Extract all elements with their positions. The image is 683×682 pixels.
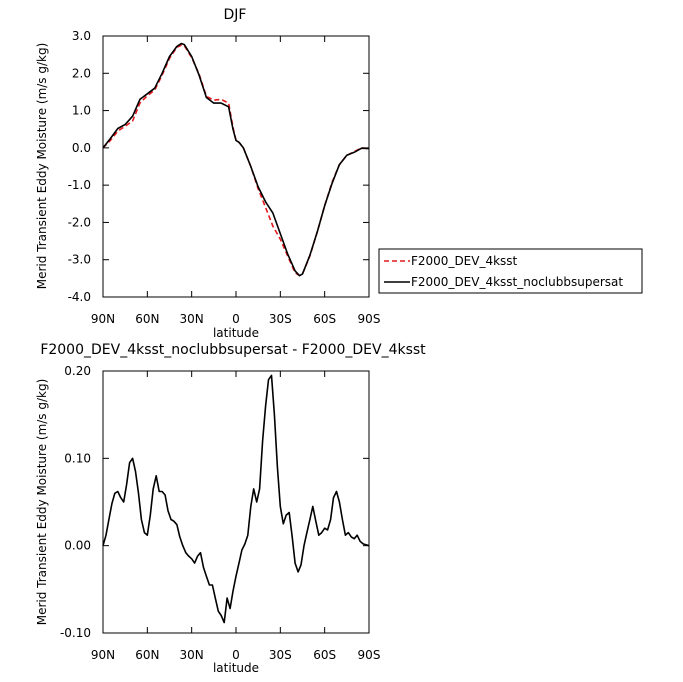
chart-top-ytick-label: -3.0 (68, 253, 91, 267)
chart-bottom: F2000_DEV_4ksst_noclubbsupersat - F2000_… (35, 342, 426, 675)
chart-top-xtick-label: 60S (313, 312, 336, 326)
chart-bottom-ylabel: Merid Transient Eddy Moisture (m/s g/kg) (35, 379, 49, 626)
chart-top-xlabel: latitude (213, 326, 259, 340)
legend: F2000_DEV_4ksst F2000_DEV_4ksst_noclubbs… (378, 248, 643, 294)
chart-top-ytick-label: -1.0 (68, 178, 91, 192)
chart-bottom-xtick-label: 60N (135, 648, 159, 662)
chart-bottom-xlabel: latitude (213, 661, 259, 675)
chart-top: DJF 90N 60N 30N 0 30S 60S 90S 3.0 2.0 1.0 0.0 -1.0 -… (35, 7, 380, 340)
legend-label-noclubbsupersat: F2000_DEV_4ksst_noclubbsupersat (411, 275, 623, 289)
chart-bottom-title: F2000_DEV_4ksst_noclubbsupersat - F2000_… (40, 342, 426, 358)
chart-top-ytick-label: 1.0 (72, 104, 91, 118)
chart-top-xtick-label: 30S (269, 312, 292, 326)
chart-top-series-line-1 (102, 42, 370, 277)
chart-bottom-xtick-label: 30S (269, 648, 292, 662)
chart-bottom-xtick-label: 0 (232, 648, 240, 662)
chart-top-xtick-label: 90S (358, 312, 381, 326)
chart-top-ytick-label: 2.0 (72, 66, 91, 80)
chart-bottom-series-line-0 (102, 374, 370, 624)
chart-top-ylabel: Merid Transient Eddy Moisture (m/s g/kg) (35, 43, 49, 290)
chart-top-series-line-0 (102, 44, 370, 277)
chart-bottom-ytick-label: 0.00 (64, 539, 91, 553)
chart-bottom-xtick-label: 90S (358, 648, 381, 662)
chart-top-ytick-label: 0.0 (72, 141, 91, 155)
chart-top-xtick-label: 60N (135, 312, 159, 326)
chart-bottom-xtick-label: 30N (180, 648, 204, 662)
chart-top-ytick-label: -4.0 (68, 290, 91, 304)
chart-top-ytick-label: 3.0 (72, 29, 91, 43)
chart-bottom-xtick-label: 90N (91, 648, 115, 662)
chart-top-xtick-label: 30N (180, 312, 204, 326)
chart-top-xtick-label: 90N (91, 312, 115, 326)
chart-bottom-ytick-label: 0.20 (64, 364, 91, 378)
chart-bottom-frame (102, 370, 370, 634)
legend-label-4ksst: F2000_DEV_4ksst (411, 254, 518, 268)
legend-box (378, 248, 643, 294)
chart-bottom-ytick-label: -0.10 (60, 626, 91, 640)
chart-top-frame (102, 35, 370, 298)
chart-top-ytick-label: -2.0 (68, 215, 91, 229)
chart-bottom-ytick-label: 0.10 (64, 451, 91, 465)
chart-top-xtick-label: 0 (232, 312, 240, 326)
chart-top-title: DJF (224, 7, 247, 23)
chart-bottom-xtick-label: 60S (313, 648, 336, 662)
